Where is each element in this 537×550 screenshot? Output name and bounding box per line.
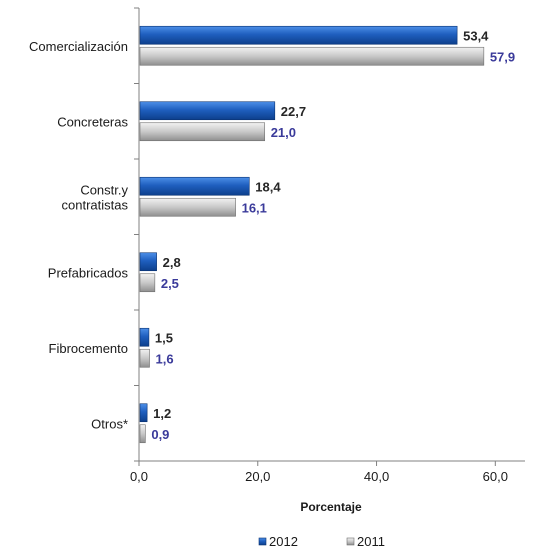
- category-label-line: Otros*: [91, 416, 128, 431]
- x-tick-label-3: 60,0: [483, 469, 508, 484]
- bar-2011-5: [139, 424, 146, 444]
- category-label-line: Prefabricados: [48, 265, 129, 280]
- x-tick-label-0: 0,0: [130, 469, 148, 484]
- legend-label-2011: 2011: [357, 534, 385, 549]
- x-axis-title: Porcentaje: [300, 500, 362, 514]
- value-label-2012-1: 22,7: [281, 104, 306, 119]
- bar-2011-0: [139, 46, 485, 66]
- legend: 2012 2011: [258, 534, 385, 549]
- category-label-line: Fibrocemento: [49, 341, 128, 356]
- value-label-2011-5: 0,9: [151, 427, 169, 442]
- value-label-2011-3: 2,5: [161, 276, 179, 291]
- category-label-line: Concreteras: [57, 114, 128, 129]
- bar-2012-0: [139, 25, 458, 45]
- value-label-2011-1: 21,0: [271, 125, 296, 140]
- value-label-2012-5: 1,2: [153, 406, 171, 421]
- bar-2011-4: [139, 348, 150, 368]
- bar-2012-3: [139, 252, 157, 272]
- value-label-2011-0: 57,9: [490, 49, 515, 64]
- bar-2012-1: [139, 101, 276, 121]
- value-label-2011-2: 16,1: [242, 200, 267, 215]
- category-label-4: Fibrocemento: [49, 341, 128, 356]
- category-label-1: Concreteras: [57, 114, 128, 129]
- x-tick-label-2: 40,0: [364, 469, 389, 484]
- legend-swatch-2011: [346, 537, 355, 546]
- category-label-5: Otros*: [91, 416, 128, 431]
- bar-2012-5: [139, 403, 148, 423]
- category-label-line: contratistas: [62, 197, 129, 212]
- legend-label-2012: 2012: [269, 534, 298, 549]
- legend-swatch-2012: [258, 537, 267, 546]
- category-label-line: Comercialización: [29, 39, 128, 54]
- category-label-2: Constr.y contratistas: [62, 182, 129, 212]
- value-label-2012-4: 1,5: [155, 330, 173, 345]
- x-tick-label-1: 20,0: [245, 469, 270, 484]
- value-label-2011-4: 1,6: [156, 351, 174, 366]
- category-label-0: Comercialización: [29, 39, 128, 54]
- bar-2012-4: [139, 327, 150, 347]
- value-label-2012-0: 53,4: [463, 28, 489, 43]
- value-label-2012-3: 2,8: [163, 255, 181, 270]
- bar-2012-2: [139, 176, 250, 196]
- category-label-3: Prefabricados: [48, 265, 129, 280]
- bar-2011-1: [139, 122, 266, 142]
- bar-2011-2: [139, 197, 236, 217]
- category-label-line: Constr.y: [80, 182, 128, 197]
- value-label-2012-2: 18,4: [255, 179, 281, 194]
- bar-2011-3: [139, 273, 156, 293]
